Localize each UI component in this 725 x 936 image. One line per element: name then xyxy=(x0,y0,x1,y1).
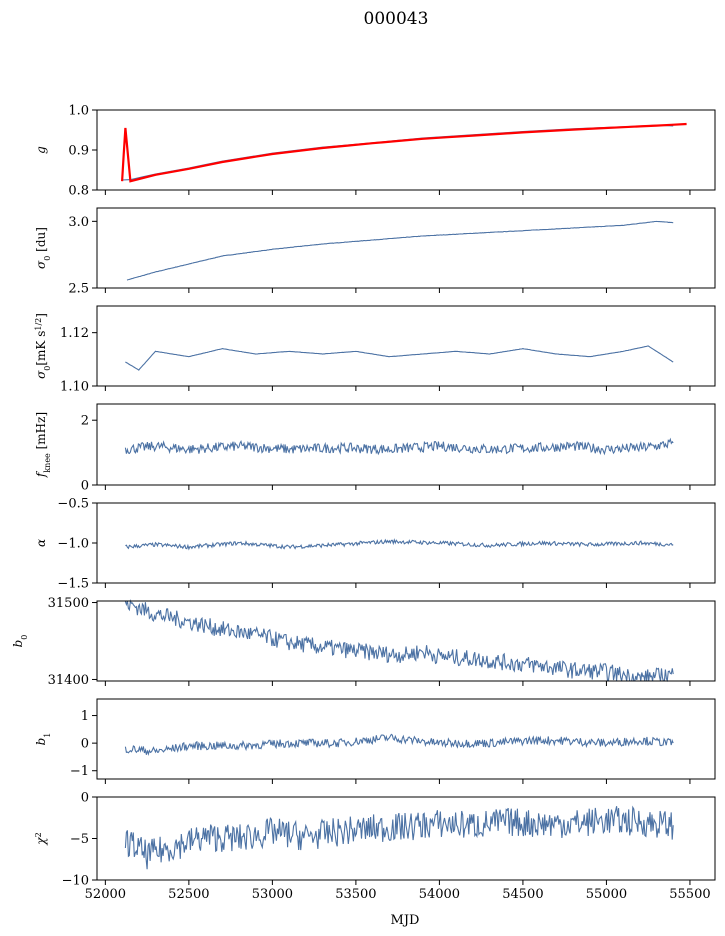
y-tick-label: 31500 xyxy=(48,596,89,611)
y-tick-label: 0.8 xyxy=(68,184,89,199)
y-tick-label: −1.0 xyxy=(57,537,89,552)
panel-4: 2 0 fknee [mHz] xyxy=(34,403,716,494)
plot-frame xyxy=(96,698,716,780)
series-line-1 xyxy=(122,124,674,181)
plot-frame xyxy=(96,207,716,289)
x-tick-label: 55500 xyxy=(669,887,710,902)
x-axis-label: MJD xyxy=(391,913,420,928)
y-tick-label: 2 xyxy=(81,414,89,429)
y-tick-label: 0 xyxy=(81,791,89,806)
y-tick-label: −1 xyxy=(70,764,89,779)
y-tick-label: 3.0 xyxy=(68,215,89,230)
plot-frame xyxy=(96,305,716,387)
x-tick-label: 52500 xyxy=(168,887,209,902)
x-tick-label: 54500 xyxy=(502,887,543,902)
y-tick-label: −0.5 xyxy=(57,497,89,512)
y-axis-label: χ2 xyxy=(34,832,49,845)
x-tick-label: 52000 xyxy=(85,887,126,902)
y-tick-label: 1.12 xyxy=(60,326,89,341)
panel-5: −0.5 −1.0 −1.5 α xyxy=(34,497,716,592)
y-tick-label: 1.0 xyxy=(68,104,89,119)
panel-1: 1.0 0.9 0.8 g xyxy=(34,104,716,199)
y-tick-label: 1.10 xyxy=(60,380,89,395)
y-axis-label: σ0[mK s1/2] xyxy=(34,313,52,379)
x-tick-label: 54000 xyxy=(419,887,460,902)
series-line-1 xyxy=(126,220,674,281)
series-line-1 xyxy=(124,598,674,683)
y-tick-label: 0.9 xyxy=(68,144,89,159)
y-axis-label: g xyxy=(34,146,48,154)
y-tick-label: 2.5 xyxy=(68,282,89,297)
y-axis-label: σ0 [du] xyxy=(34,227,52,269)
series-line-1 xyxy=(124,733,674,757)
series-line-1 xyxy=(124,805,674,870)
y-tick-label: 1 xyxy=(81,709,89,724)
figure-title: 000043 xyxy=(364,9,429,29)
panel-7: 1 0 −1 b1 xyxy=(34,698,716,784)
y-axis-label: b1 xyxy=(34,733,52,746)
panel-3: 1.12 1.10 σ0[mK s1/2] xyxy=(34,305,716,395)
y-tick-label: −5 xyxy=(70,832,89,847)
y-tick-label: 31400 xyxy=(48,673,89,688)
y-axis-label: b0 xyxy=(11,635,29,648)
plot-frame xyxy=(96,403,716,486)
series-line-1 xyxy=(125,345,674,371)
y-tick-label: 0 xyxy=(81,479,89,494)
panel-2: 3.0 2.5 σ0 [du] xyxy=(34,207,716,297)
y-tick-label: −10 xyxy=(62,874,89,889)
series-line-1 xyxy=(124,437,674,456)
y-axis-label: α xyxy=(34,539,48,547)
panel-6: 31500 31400 b0 xyxy=(11,596,716,688)
panels: 1.0 0.9 0.8 g 3.0 2.5 σ0 [du] 1.12 1.10 σ0[mK s1/… xyxy=(11,104,716,902)
plot-frame xyxy=(96,109,716,191)
series-line-1 xyxy=(125,538,674,551)
series-line-2 xyxy=(121,122,687,183)
plot-frame xyxy=(96,600,716,682)
y-tick-label: −1.5 xyxy=(57,577,89,592)
y-tick-label: 0 xyxy=(81,737,89,752)
x-tick-label: 53000 xyxy=(252,887,293,902)
x-tick-label: 55000 xyxy=(586,887,627,902)
x-tick-label: 53500 xyxy=(335,887,376,902)
y-axis-label: fknee [mHz] xyxy=(34,412,52,478)
